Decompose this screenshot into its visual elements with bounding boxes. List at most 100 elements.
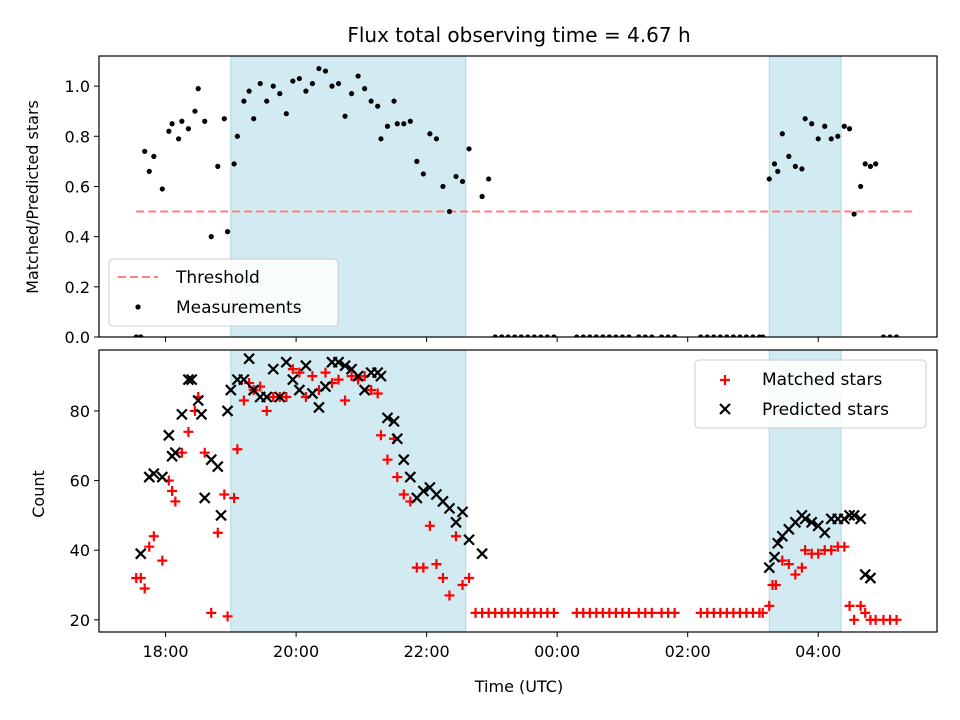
data-point <box>215 163 221 169</box>
data-point <box>274 391 286 403</box>
data-point <box>133 334 139 337</box>
data-point <box>320 367 331 378</box>
data-point <box>771 537 784 549</box>
data-point <box>672 334 678 337</box>
data-point <box>538 334 544 337</box>
data-point <box>375 370 387 382</box>
data-point <box>880 334 887 337</box>
data-point <box>202 118 208 124</box>
data-point <box>805 516 818 529</box>
data-point <box>525 334 531 337</box>
data-point <box>293 384 306 396</box>
data-point <box>398 453 410 466</box>
data-point <box>750 334 756 337</box>
data-point <box>844 600 855 611</box>
data-point <box>340 395 351 406</box>
legend-matched-swatch <box>720 375 730 385</box>
data-point <box>260 391 273 403</box>
data-point <box>505 334 511 337</box>
data-point <box>391 98 397 104</box>
data-point <box>669 607 680 618</box>
data-point <box>231 161 237 167</box>
data-point <box>170 496 181 507</box>
data-point <box>760 334 766 337</box>
data-point <box>768 551 781 563</box>
data-point <box>512 334 518 337</box>
data-point <box>443 502 456 515</box>
data-point <box>179 118 185 124</box>
data-point <box>156 471 169 483</box>
data-point <box>414 158 420 164</box>
data-point <box>355 73 361 79</box>
data-point <box>463 533 475 546</box>
data-point <box>835 133 841 139</box>
data-point <box>208 234 214 240</box>
data-point <box>587 334 593 337</box>
data-point <box>544 334 550 337</box>
data-point <box>148 531 159 542</box>
data-point <box>809 121 815 127</box>
y-tick-label: 0.0 <box>65 328 90 347</box>
data-point <box>792 163 798 169</box>
data-point <box>381 412 394 424</box>
data-point <box>548 607 559 618</box>
data-point <box>246 88 252 94</box>
data-point <box>763 561 776 574</box>
data-point <box>658 334 665 337</box>
data-point <box>388 415 400 428</box>
data-point <box>241 98 247 104</box>
y-tick-label: 80 <box>70 402 90 421</box>
data-point <box>737 334 743 337</box>
x-tick-label: 04:00 <box>795 642 841 661</box>
x-tick-label: 02:00 <box>665 642 711 661</box>
data-point <box>476 547 488 560</box>
data-point <box>665 334 671 337</box>
data-point <box>893 334 900 337</box>
data-point <box>636 334 642 337</box>
chart-title: Flux total observing time = 4.67 h <box>347 23 690 47</box>
data-point <box>613 334 619 337</box>
data-point <box>225 384 237 396</box>
data-point <box>450 531 461 542</box>
data-point <box>551 334 557 337</box>
bottom-panel: 18:00 20:00 22:00 00:00 02:00 04:00 20 40 60 80 Ma… <box>70 349 938 661</box>
data-point <box>698 334 704 337</box>
data-point <box>459 178 466 185</box>
data-point <box>418 562 429 573</box>
observing-window-shade-1 <box>768 55 842 338</box>
data-point <box>375 430 386 441</box>
data-point <box>730 334 736 337</box>
data-point <box>163 429 175 442</box>
data-point <box>221 116 227 122</box>
data-point <box>307 371 318 382</box>
data-point <box>398 489 409 500</box>
data-point <box>283 111 289 117</box>
data-point <box>887 334 893 337</box>
data-point <box>378 136 384 142</box>
data-point <box>855 600 866 611</box>
data-point <box>854 513 867 525</box>
data-point <box>743 334 750 337</box>
data-point <box>348 91 355 97</box>
data-point <box>492 334 498 337</box>
x-tick-label: 22:00 <box>404 642 450 661</box>
data-point <box>238 395 249 406</box>
data-point <box>199 447 210 458</box>
data-point <box>182 373 195 386</box>
data-point <box>848 509 860 522</box>
top-panel: 0.0 0.2 0.4 0.6 0.8 1.0 Threshold Measurements <box>65 55 938 347</box>
data-point <box>813 548 824 559</box>
data-point <box>796 562 807 573</box>
data-point <box>799 513 811 525</box>
data-point <box>306 387 319 400</box>
data-point <box>623 607 634 618</box>
x-tick-label: 20:00 <box>273 642 319 661</box>
data-point <box>257 80 263 87</box>
data-point <box>764 600 775 611</box>
data-point <box>427 131 433 137</box>
data-point <box>167 486 178 496</box>
data-point <box>185 373 198 386</box>
data-point <box>229 492 240 503</box>
data-point <box>391 433 404 445</box>
data-point <box>372 388 383 399</box>
